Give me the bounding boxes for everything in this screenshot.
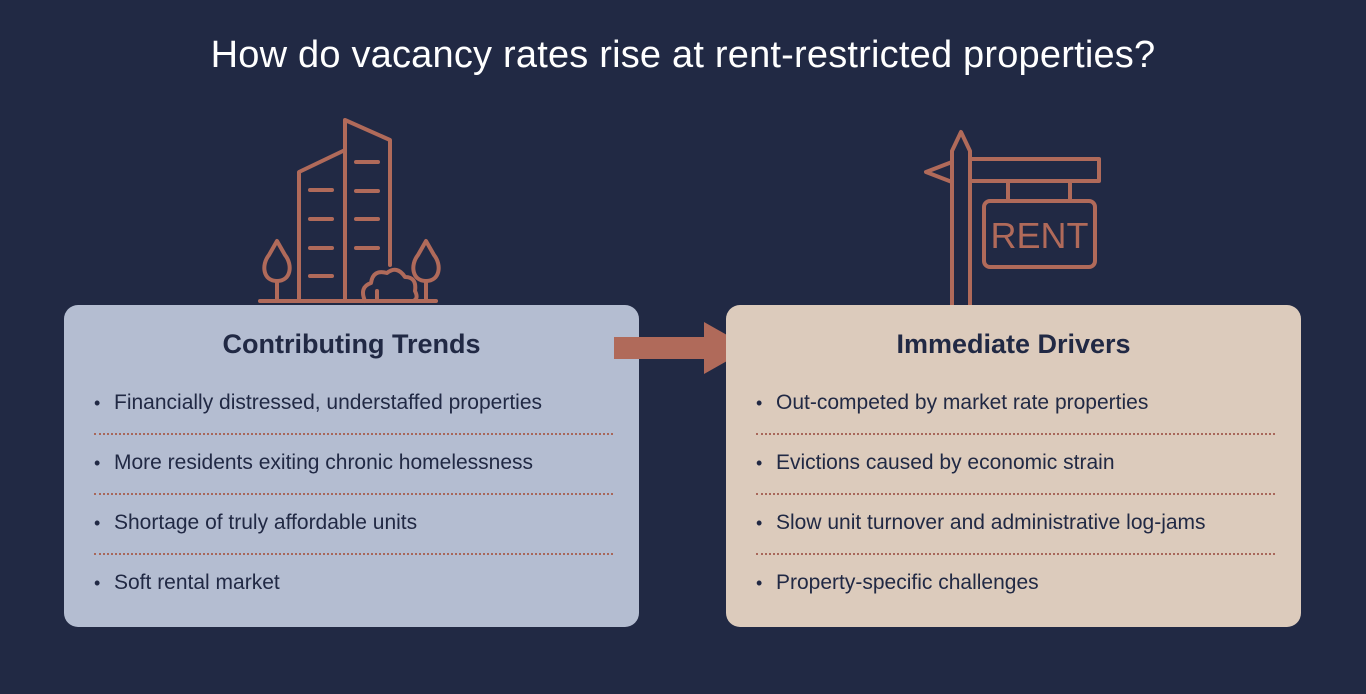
rent-sign-text: RENT: [991, 215, 1089, 256]
list-item: • Out-competed by market rate properties: [756, 385, 1275, 445]
bullet: •: [756, 513, 763, 533]
bullet: •: [756, 453, 763, 473]
contributing-trends-heading: Contributing Trends: [222, 329, 481, 359]
bullet: •: [94, 393, 101, 413]
list-item-text: Evictions caused by economic strain: [776, 451, 1115, 474]
list-item-text: Financially distressed, understaffed pro…: [114, 391, 543, 414]
rent-sign-icon: RENT: [924, 130, 1101, 308]
building-with-trees-icon: [258, 118, 441, 303]
bullet: •: [756, 573, 763, 593]
list-item-text: More residents exiting chronic homelessn…: [114, 451, 534, 474]
bullet: •: [94, 453, 101, 473]
list-item-text: Property-specific challenges: [776, 571, 1039, 594]
bullet: •: [94, 513, 101, 533]
list-item-text: Out-competed by market rate properties: [776, 391, 1149, 414]
immediate-drivers-heading: Immediate Drivers: [896, 329, 1131, 359]
page-title: How do vacancy rates rise at rent-restri…: [210, 34, 1156, 76]
list-item: • Evictions caused by economic strain: [756, 445, 1275, 505]
right-arrow-icon: [614, 322, 750, 374]
list-item: • Shortage of truly affordable units: [94, 505, 613, 565]
list-item-text: Shortage of truly affordable units: [114, 511, 418, 534]
list-item: • More residents exiting chronic homeles…: [94, 445, 613, 505]
immediate-drivers-list: • Out-competed by market rate properties…: [756, 385, 1275, 625]
bullet: •: [756, 393, 763, 413]
immediate-drivers-card: Immediate Drivers • Out-competed by mark…: [726, 305, 1301, 627]
bullet: •: [94, 573, 101, 593]
contributing-trends-list: • Financially distressed, understaffed p…: [94, 385, 613, 625]
list-item-text: Slow unit turnover and administrative lo…: [776, 511, 1206, 534]
contributing-trends-card: Contributing Trends • Financially distre…: [64, 305, 639, 627]
list-item: • Property-specific challenges: [756, 565, 1275, 625]
list-item-text: Soft rental market: [114, 571, 280, 594]
list-item: • Slow unit turnover and administrative …: [756, 505, 1275, 565]
list-item: • Soft rental market: [94, 565, 613, 625]
list-item: • Financially distressed, understaffed p…: [94, 385, 613, 445]
